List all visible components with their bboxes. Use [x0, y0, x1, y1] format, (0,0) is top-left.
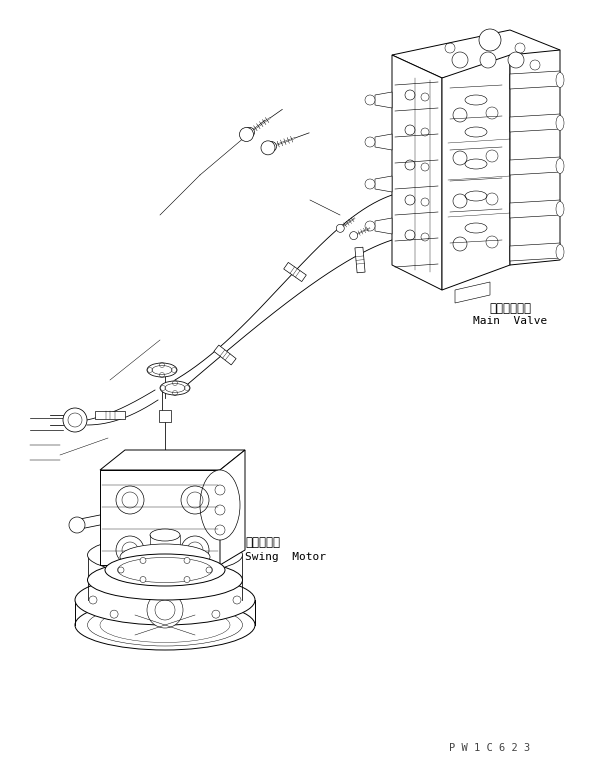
Polygon shape [510, 71, 560, 89]
Circle shape [212, 582, 220, 590]
Circle shape [452, 52, 468, 68]
Ellipse shape [556, 116, 564, 130]
Polygon shape [220, 450, 245, 565]
Ellipse shape [75, 575, 255, 625]
Polygon shape [214, 345, 236, 365]
Ellipse shape [105, 554, 225, 586]
Circle shape [184, 577, 190, 582]
Text: 旋回モータ: 旋回モータ [245, 535, 280, 548]
Circle shape [349, 231, 358, 240]
Circle shape [212, 611, 220, 618]
Circle shape [337, 224, 345, 232]
Ellipse shape [147, 363, 177, 377]
Circle shape [365, 95, 375, 105]
Circle shape [508, 52, 524, 68]
Circle shape [69, 517, 85, 533]
Ellipse shape [200, 470, 240, 540]
Circle shape [63, 408, 87, 432]
Bar [159, 410, 171, 422]
Ellipse shape [556, 159, 564, 174]
Circle shape [267, 142, 276, 152]
Ellipse shape [556, 244, 564, 260]
Polygon shape [510, 200, 560, 218]
Polygon shape [95, 411, 125, 419]
Polygon shape [355, 247, 365, 273]
Circle shape [479, 29, 501, 51]
Ellipse shape [75, 600, 255, 650]
Circle shape [140, 577, 146, 582]
Circle shape [110, 611, 118, 618]
Ellipse shape [556, 201, 564, 217]
Circle shape [110, 582, 118, 590]
Ellipse shape [150, 529, 180, 541]
Circle shape [233, 596, 241, 604]
Circle shape [184, 558, 190, 564]
Ellipse shape [160, 381, 190, 395]
Circle shape [161, 616, 169, 624]
Circle shape [206, 567, 212, 573]
Ellipse shape [556, 73, 564, 87]
Polygon shape [510, 157, 560, 175]
Circle shape [140, 558, 146, 564]
Polygon shape [510, 243, 560, 261]
Circle shape [240, 127, 253, 142]
Circle shape [480, 52, 496, 68]
Text: メインバルブ: メインバルブ [489, 302, 531, 315]
Circle shape [365, 179, 375, 189]
Circle shape [365, 137, 375, 147]
Polygon shape [375, 176, 392, 192]
Circle shape [261, 141, 275, 155]
Polygon shape [510, 50, 560, 265]
Polygon shape [392, 30, 560, 78]
Polygon shape [442, 55, 510, 290]
Text: Main  Valve: Main Valve [473, 316, 547, 326]
Ellipse shape [88, 560, 243, 600]
Polygon shape [375, 134, 392, 150]
Polygon shape [392, 55, 442, 290]
Polygon shape [100, 470, 220, 565]
Ellipse shape [120, 544, 210, 570]
Circle shape [365, 221, 375, 231]
Circle shape [118, 567, 124, 573]
Ellipse shape [88, 536, 243, 574]
Circle shape [161, 576, 169, 584]
Polygon shape [284, 263, 306, 282]
Polygon shape [510, 114, 560, 132]
Polygon shape [375, 92, 392, 108]
Circle shape [147, 592, 183, 628]
Text: P W 1 C 6 2 3: P W 1 C 6 2 3 [449, 743, 531, 753]
Polygon shape [375, 218, 392, 234]
Circle shape [245, 127, 254, 137]
Circle shape [89, 596, 97, 604]
Polygon shape [455, 282, 490, 303]
Text: Swing  Motor: Swing Motor [245, 552, 326, 562]
Polygon shape [100, 450, 245, 470]
